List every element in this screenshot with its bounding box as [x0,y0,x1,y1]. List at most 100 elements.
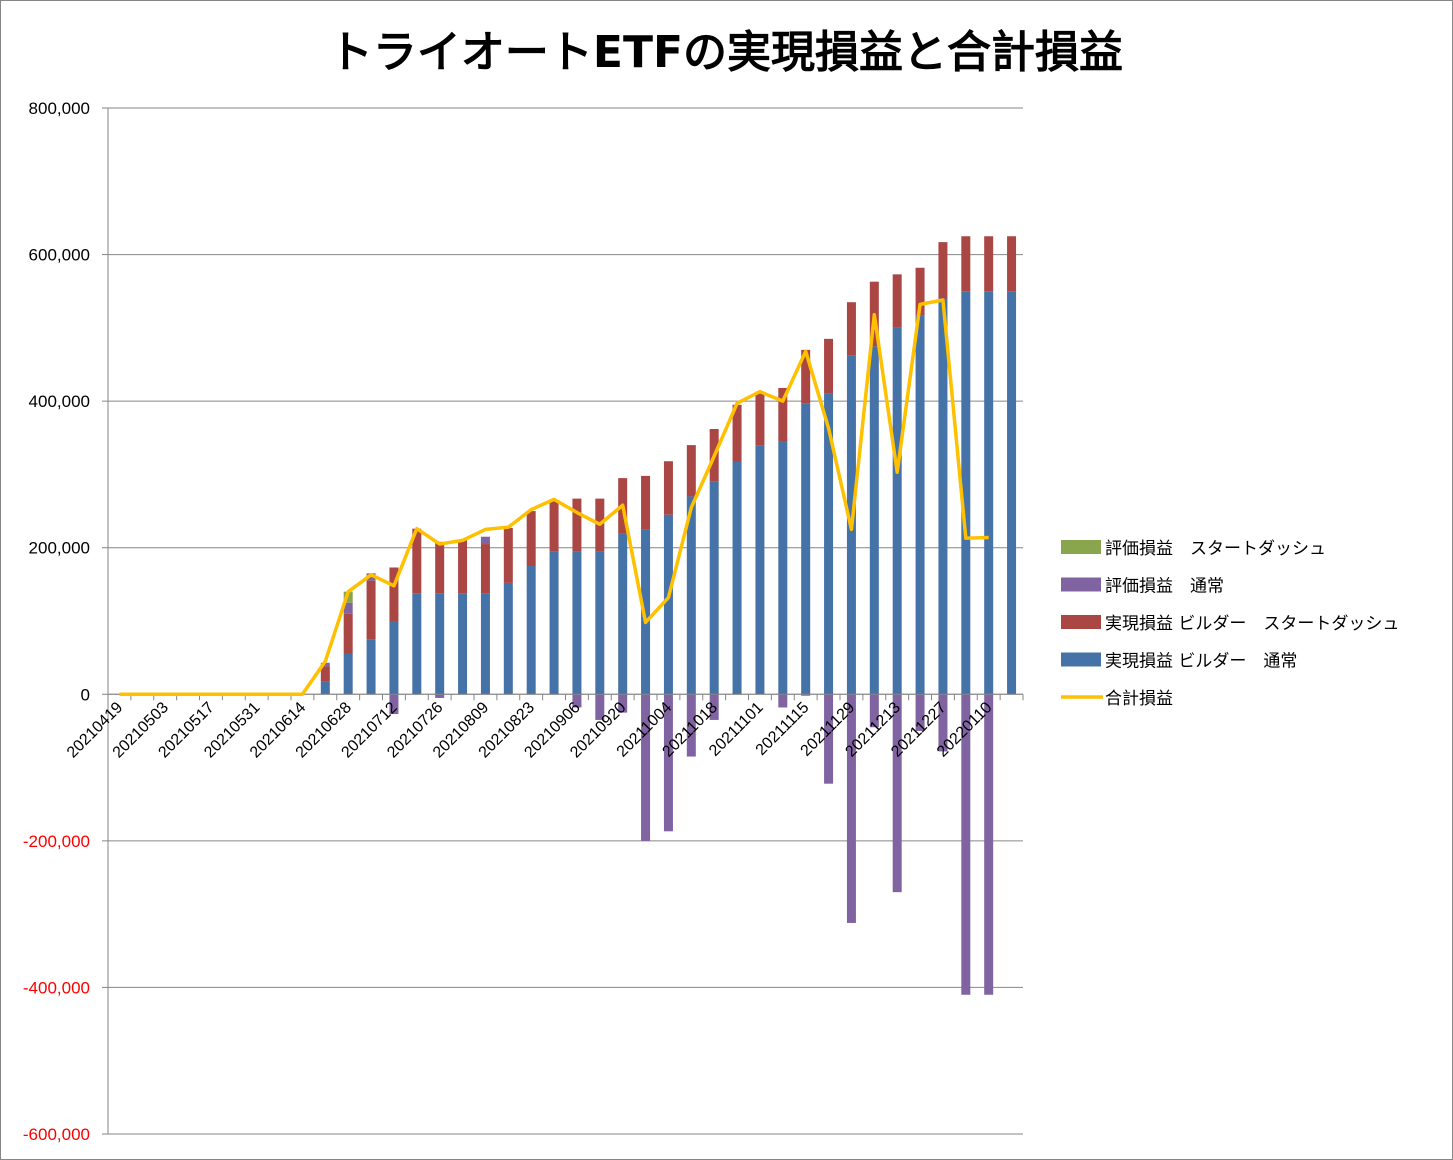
legend-label: 評価損益 通常 [1105,577,1224,597]
bar-segment [869,694,879,728]
bar-segment [732,461,742,695]
bar-segment [824,393,834,695]
bar-segment [641,529,651,695]
legend-label: 実現損益 ビルダー スタートダッシュ [1105,614,1399,634]
bar-segment [892,327,902,695]
bar-segment [526,511,536,567]
bar-segment [572,498,582,552]
bar-segment [984,236,994,292]
bar-segment [412,528,422,594]
total-line [119,298,989,697]
bar-segment [869,346,879,695]
bar-segment [320,662,330,667]
y-tick-label: -400,000 [23,978,90,997]
bar-segment [663,694,673,832]
bar-segment [503,527,513,583]
legend-label: 合計損益 [1105,689,1173,709]
bar-segment [366,639,376,695]
bar-segment [663,514,673,695]
bar-segment [641,694,651,841]
chart-title: トライオートETFの実現損益と合計損益 [329,27,1123,78]
bar-segment [343,613,353,654]
bar-segment [389,567,399,621]
y-tick-label: 400,000 [29,392,90,411]
legend-item: 評価損益 通常 [1061,577,1224,597]
bar-segment [824,338,834,394]
legend-label: 評価損益 スタートダッシュ [1105,539,1326,559]
bar-segment [1007,236,1017,292]
bar-segment [320,681,330,695]
bar-segment [732,404,742,462]
y-tick-label: 800,000 [29,99,90,118]
bar-segment [755,391,765,446]
bar-segment [778,694,788,708]
legend-swatch [1061,577,1101,592]
bar-segment [709,694,719,720]
bar-segment [686,694,696,757]
bar-segment [663,461,673,515]
bar-segment [641,475,651,530]
bar-segment [480,544,490,594]
bar-segment [412,593,422,695]
legend-item: 実現損益 ビルダー 通常 [1061,652,1297,672]
bar-segment [984,694,994,995]
bar-segment [1007,291,1017,695]
bar-segment [595,551,605,695]
bar-segment [938,694,948,752]
bar-segment [320,666,330,682]
legend-swatch [1061,652,1101,667]
bar-segment [984,291,994,695]
legend-swatch [1061,540,1101,554]
y-tick-label: -200,000 [23,832,90,851]
bar-segment [480,536,490,545]
bar-segment [892,694,902,893]
bar-segment [938,298,948,695]
y-tick-label: -600,000 [23,1125,90,1144]
bar-segment [846,694,856,923]
bar-segment [686,496,696,695]
bar-segment [778,441,788,695]
bar-segment [549,500,559,552]
bar-segment [915,315,925,695]
bar-segment [824,694,834,784]
bar-segment [846,302,856,356]
bar-segment [458,593,468,695]
legend-label: 実現損益 ビルダー 通常 [1105,652,1297,672]
total-line-layer [119,298,989,697]
bar-segment [480,593,490,695]
bar-segment [801,403,811,695]
bar-segment [389,694,399,715]
bar-segment [389,621,399,695]
bar-segment [343,653,353,695]
bar-segment [801,694,811,696]
bar-segment [343,602,353,614]
bar-segment [915,267,925,316]
legend-item: 合計損益 [1061,689,1173,709]
y-tick-label: 0 [81,685,90,704]
bar-segment [435,593,445,695]
bar-segment [755,445,765,695]
bar-segment [709,481,719,695]
legend-item: 評価損益 スタートダッシュ [1061,539,1326,559]
bar-segment [572,694,582,708]
bar-segment [595,694,605,720]
y-tick-label: 200,000 [29,539,90,558]
bar-segment [549,551,559,695]
bar-segment [915,694,925,731]
bar-segment [366,573,376,581]
bar-segment [618,533,628,695]
bars [320,236,1017,995]
bar-segment [503,582,513,695]
bar-segment [686,445,696,497]
bar-segment [961,694,971,995]
bar-segment [366,580,376,640]
bar-segment [961,291,971,695]
bar-segment [526,566,536,695]
y-tick-label: 600,000 [29,246,90,265]
bar-segment [961,236,971,292]
bar-segment [435,694,445,698]
bar-segment [892,274,902,328]
